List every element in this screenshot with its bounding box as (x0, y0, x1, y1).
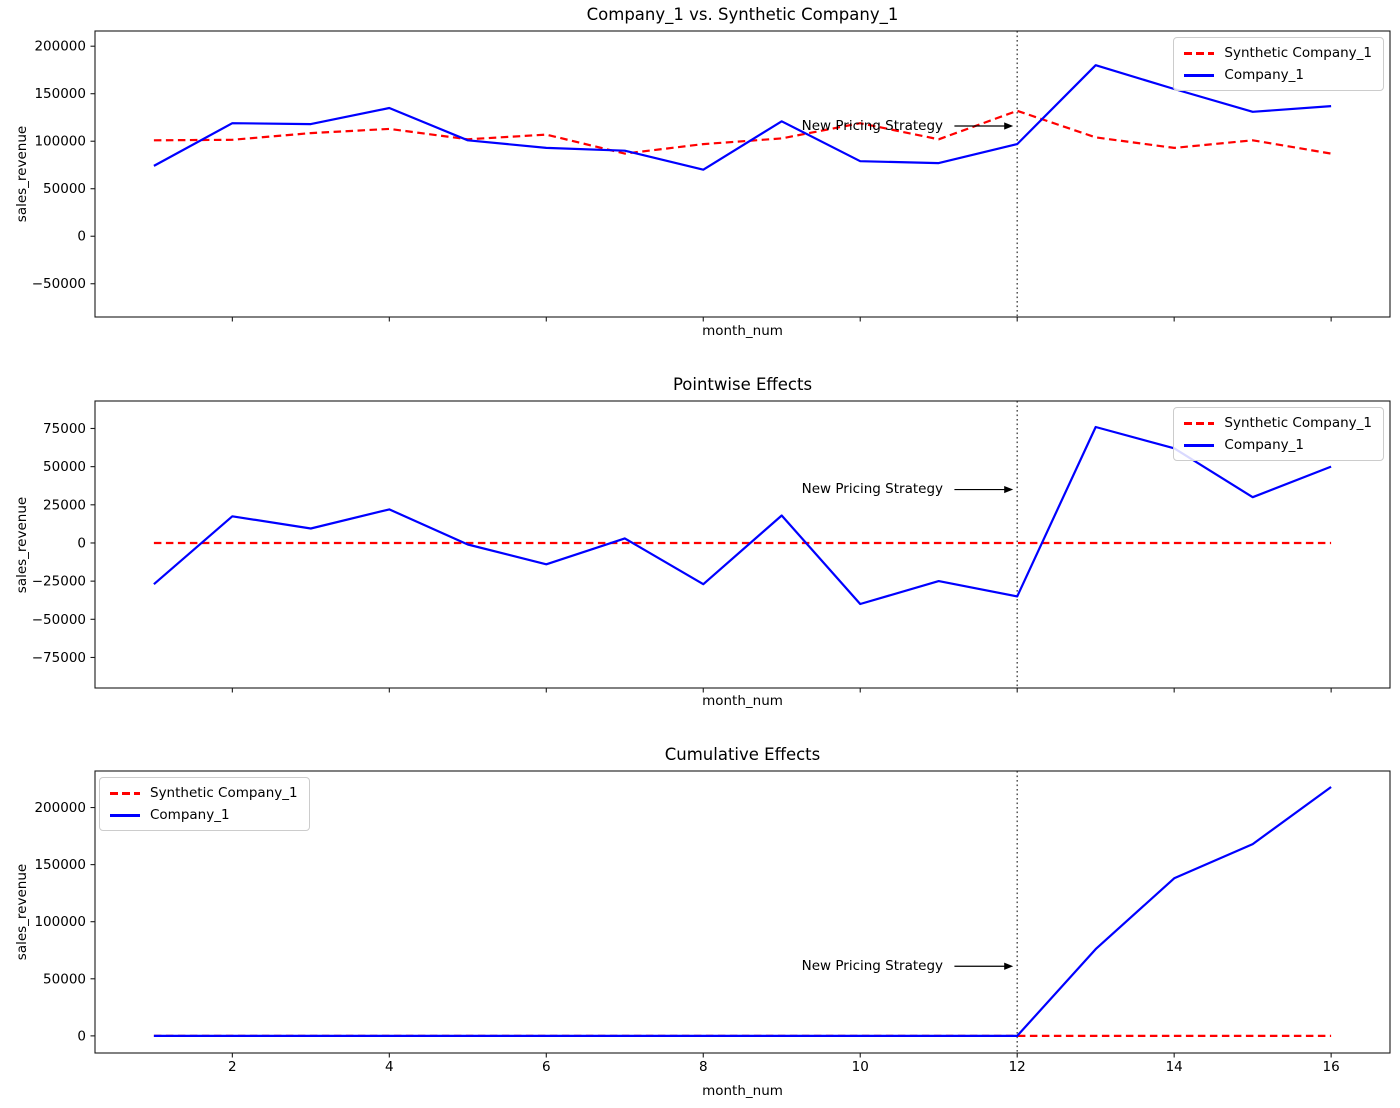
y-tick-label: 0 (77, 1028, 86, 1044)
red-dashed-line-sample (110, 791, 140, 795)
chart1-ylabel: sales_revenue (14, 125, 30, 223)
chart2-annotation: New Pricing Strategy (801, 481, 943, 497)
y-tick-label: −50000 (32, 612, 86, 628)
x-tick-label: 16 (1323, 1059, 1340, 1075)
y-tick-label: −50000 (32, 276, 86, 292)
y-tick-label: 150000 (34, 86, 86, 102)
red-dashed-line-sample (1184, 51, 1215, 55)
chart1-xlabel: month_num (702, 323, 783, 339)
y-tick-label: 100000 (34, 914, 86, 930)
chart1-legend: Synthetic Company_1 Company_1 (1173, 37, 1384, 91)
chart3-legend: Synthetic Company_1 Company_1 (99, 777, 310, 831)
y-tick-label: 0 (77, 229, 86, 245)
chart1-line-synthetic (153, 109, 1332, 155)
legend-label-company: Company_1 (150, 807, 230, 823)
chart2-line-company (153, 425, 1332, 606)
legend-label-synthetic: Synthetic Company_1 (1224, 415, 1372, 431)
y-tick-label: 150000 (34, 857, 86, 873)
chart3-arrowhead (1004, 962, 1014, 970)
blue-solid-line-sample (1184, 443, 1215, 447)
chart1-title: Company_1 vs. Synthetic Company_1 (586, 5, 899, 24)
y-tick-label: 75000 (43, 421, 86, 437)
y-tick-label: 200000 (34, 800, 86, 816)
y-tick-label: 50000 (43, 971, 86, 987)
legend-item-synthetic: Synthetic Company_1 (1184, 45, 1372, 61)
chart3-ylabel: sales_revenue (14, 863, 30, 961)
legend-label-company: Company_1 (1224, 437, 1304, 453)
chart2-xlabel: month_num (702, 693, 783, 709)
chart2-title: Pointwise Effects (672, 375, 813, 394)
y-tick-label: 0 (77, 535, 86, 551)
chart3-title: Cumulative Effects (664, 745, 821, 764)
chart3-annotation: New Pricing Strategy (801, 958, 943, 974)
legend-item-company: Company_1 (110, 807, 298, 823)
y-tick-label: −75000 (32, 650, 86, 666)
red-dashed-line-sample (1184, 421, 1215, 425)
legend-label-company: Company_1 (1224, 67, 1304, 83)
blue-solid-line-sample (1184, 73, 1215, 77)
y-tick-label: 25000 (43, 497, 86, 513)
y-tick-label: 50000 (43, 181, 86, 197)
x-tick-label: 6 (542, 1059, 551, 1075)
chart2-legend: Synthetic Company_1 Company_1 (1173, 407, 1384, 461)
x-tick-label: 2 (228, 1059, 237, 1075)
legend-item-synthetic: Synthetic Company_1 (110, 785, 298, 801)
chart3-line-company (153, 786, 1332, 1038)
legend-label-synthetic: Synthetic Company_1 (1224, 45, 1372, 61)
legend-item-company: Company_1 (1184, 437, 1372, 453)
x-tick-label: 10 (852, 1059, 869, 1075)
y-tick-label: 200000 (34, 39, 86, 55)
blue-solid-line-sample (110, 813, 140, 817)
chart2-ylabel: sales_revenue (14, 496, 30, 594)
chart2-arrowhead (1004, 485, 1014, 494)
legend-item-synthetic: Synthetic Company_1 (1184, 415, 1372, 431)
chart3-xlabel: month_num (702, 1083, 783, 1099)
y-tick-label: 100000 (34, 134, 86, 150)
legend-label-synthetic: Synthetic Company_1 (150, 785, 298, 801)
x-tick-label: 12 (1009, 1059, 1026, 1075)
chart1-annotation: New Pricing Strategy (801, 118, 943, 134)
chart1-line-company (153, 64, 1332, 171)
y-tick-label: 50000 (43, 459, 86, 475)
x-tick-label: 8 (699, 1059, 708, 1075)
x-tick-label: 14 (1166, 1059, 1183, 1075)
chart1-arrowhead (1004, 122, 1014, 130)
y-tick-label: −25000 (32, 574, 86, 590)
x-tick-label: 4 (385, 1059, 394, 1075)
legend-item-company: Company_1 (1184, 67, 1372, 83)
